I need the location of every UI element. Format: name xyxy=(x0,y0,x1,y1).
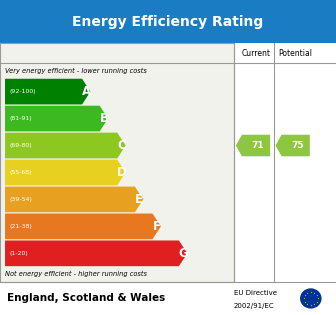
Circle shape xyxy=(301,289,321,308)
Bar xyxy=(0,282,336,315)
Text: D: D xyxy=(117,166,127,179)
Text: Energy Efficiency Rating: Energy Efficiency Rating xyxy=(72,15,264,29)
Text: F: F xyxy=(153,220,161,233)
Text: Very energy efficient - lower running costs: Very energy efficient - lower running co… xyxy=(5,67,147,74)
Text: C: C xyxy=(117,139,126,152)
Polygon shape xyxy=(5,240,187,266)
Text: E: E xyxy=(135,193,143,206)
Text: 2002/91/EC: 2002/91/EC xyxy=(234,303,274,309)
Text: Not energy efficient - higher running costs: Not energy efficient - higher running co… xyxy=(5,271,147,278)
Polygon shape xyxy=(276,135,310,156)
Text: (81-91): (81-91) xyxy=(9,116,32,121)
Text: (92-100): (92-100) xyxy=(9,89,36,94)
Text: 71: 71 xyxy=(251,141,264,150)
Polygon shape xyxy=(5,186,143,212)
Bar xyxy=(0,43,336,282)
Bar xyxy=(234,43,336,282)
Text: Potential: Potential xyxy=(279,49,313,58)
Text: (21-38): (21-38) xyxy=(9,224,32,229)
Polygon shape xyxy=(5,79,90,105)
Bar xyxy=(0,0,336,43)
Text: A: A xyxy=(82,85,91,98)
Text: (1-20): (1-20) xyxy=(9,251,28,256)
Text: Current: Current xyxy=(242,49,270,58)
Polygon shape xyxy=(5,160,126,185)
Polygon shape xyxy=(5,106,108,131)
Polygon shape xyxy=(5,133,126,158)
Text: B: B xyxy=(99,112,109,125)
Bar xyxy=(0,43,234,282)
Text: (69-80): (69-80) xyxy=(9,143,32,148)
Text: EU Directive: EU Directive xyxy=(234,289,277,295)
Polygon shape xyxy=(5,214,161,239)
Text: England, Scotland & Wales: England, Scotland & Wales xyxy=(7,294,165,303)
Text: (55-68): (55-68) xyxy=(9,170,32,175)
Text: 75: 75 xyxy=(291,141,304,150)
Polygon shape xyxy=(236,135,270,156)
Text: (39-54): (39-54) xyxy=(9,197,32,202)
Text: G: G xyxy=(178,247,188,260)
